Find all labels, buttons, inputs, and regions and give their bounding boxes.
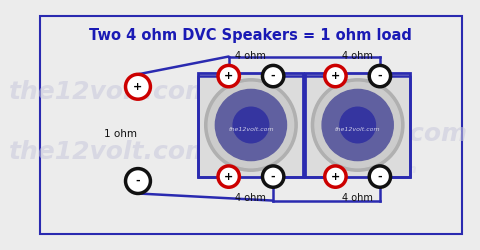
- Circle shape: [233, 107, 269, 143]
- Circle shape: [312, 79, 404, 171]
- Text: the12volt.com: the12volt.com: [335, 127, 381, 132]
- Text: -: -: [271, 71, 276, 81]
- Text: the12volt.com: the12volt.com: [9, 80, 212, 104]
- Text: the12volt.com: the12volt.com: [316, 163, 418, 176]
- Bar: [198, 72, 303, 178]
- Circle shape: [216, 90, 287, 160]
- Bar: [305, 72, 410, 178]
- Circle shape: [322, 90, 393, 160]
- Text: 4 ohm: 4 ohm: [236, 192, 266, 202]
- Text: +: +: [133, 82, 143, 92]
- Text: +: +: [331, 172, 340, 181]
- Text: 1 ohm: 1 ohm: [104, 129, 137, 139]
- Text: +: +: [224, 71, 233, 81]
- Text: +: +: [331, 71, 340, 81]
- Circle shape: [263, 166, 284, 187]
- Circle shape: [218, 66, 240, 87]
- Text: 4 ohm: 4 ohm: [236, 51, 266, 61]
- Text: the12volt.com: the12volt.com: [265, 122, 468, 146]
- Text: -: -: [378, 71, 382, 81]
- Text: -: -: [136, 176, 140, 186]
- Text: the12volt.com: the12volt.com: [228, 127, 274, 132]
- Text: the12volt.com: the12volt.com: [9, 140, 212, 164]
- Text: Two 4 ohm DVC Speakers = 1 ohm load: Two 4 ohm DVC Speakers = 1 ohm load: [89, 28, 412, 43]
- Text: +: +: [224, 172, 233, 181]
- Text: -: -: [378, 172, 382, 181]
- FancyBboxPatch shape: [40, 16, 462, 234]
- Circle shape: [325, 166, 346, 187]
- Circle shape: [315, 82, 400, 168]
- Circle shape: [263, 66, 284, 87]
- Circle shape: [369, 66, 391, 87]
- Circle shape: [204, 79, 297, 171]
- Circle shape: [340, 107, 375, 143]
- Circle shape: [325, 66, 346, 87]
- Circle shape: [369, 166, 391, 187]
- Circle shape: [208, 82, 294, 168]
- Text: 4 ohm: 4 ohm: [342, 192, 373, 202]
- Circle shape: [126, 74, 150, 99]
- Text: -: -: [271, 172, 276, 181]
- Circle shape: [218, 166, 240, 187]
- Circle shape: [126, 168, 150, 194]
- Text: 4 ohm: 4 ohm: [342, 51, 373, 61]
